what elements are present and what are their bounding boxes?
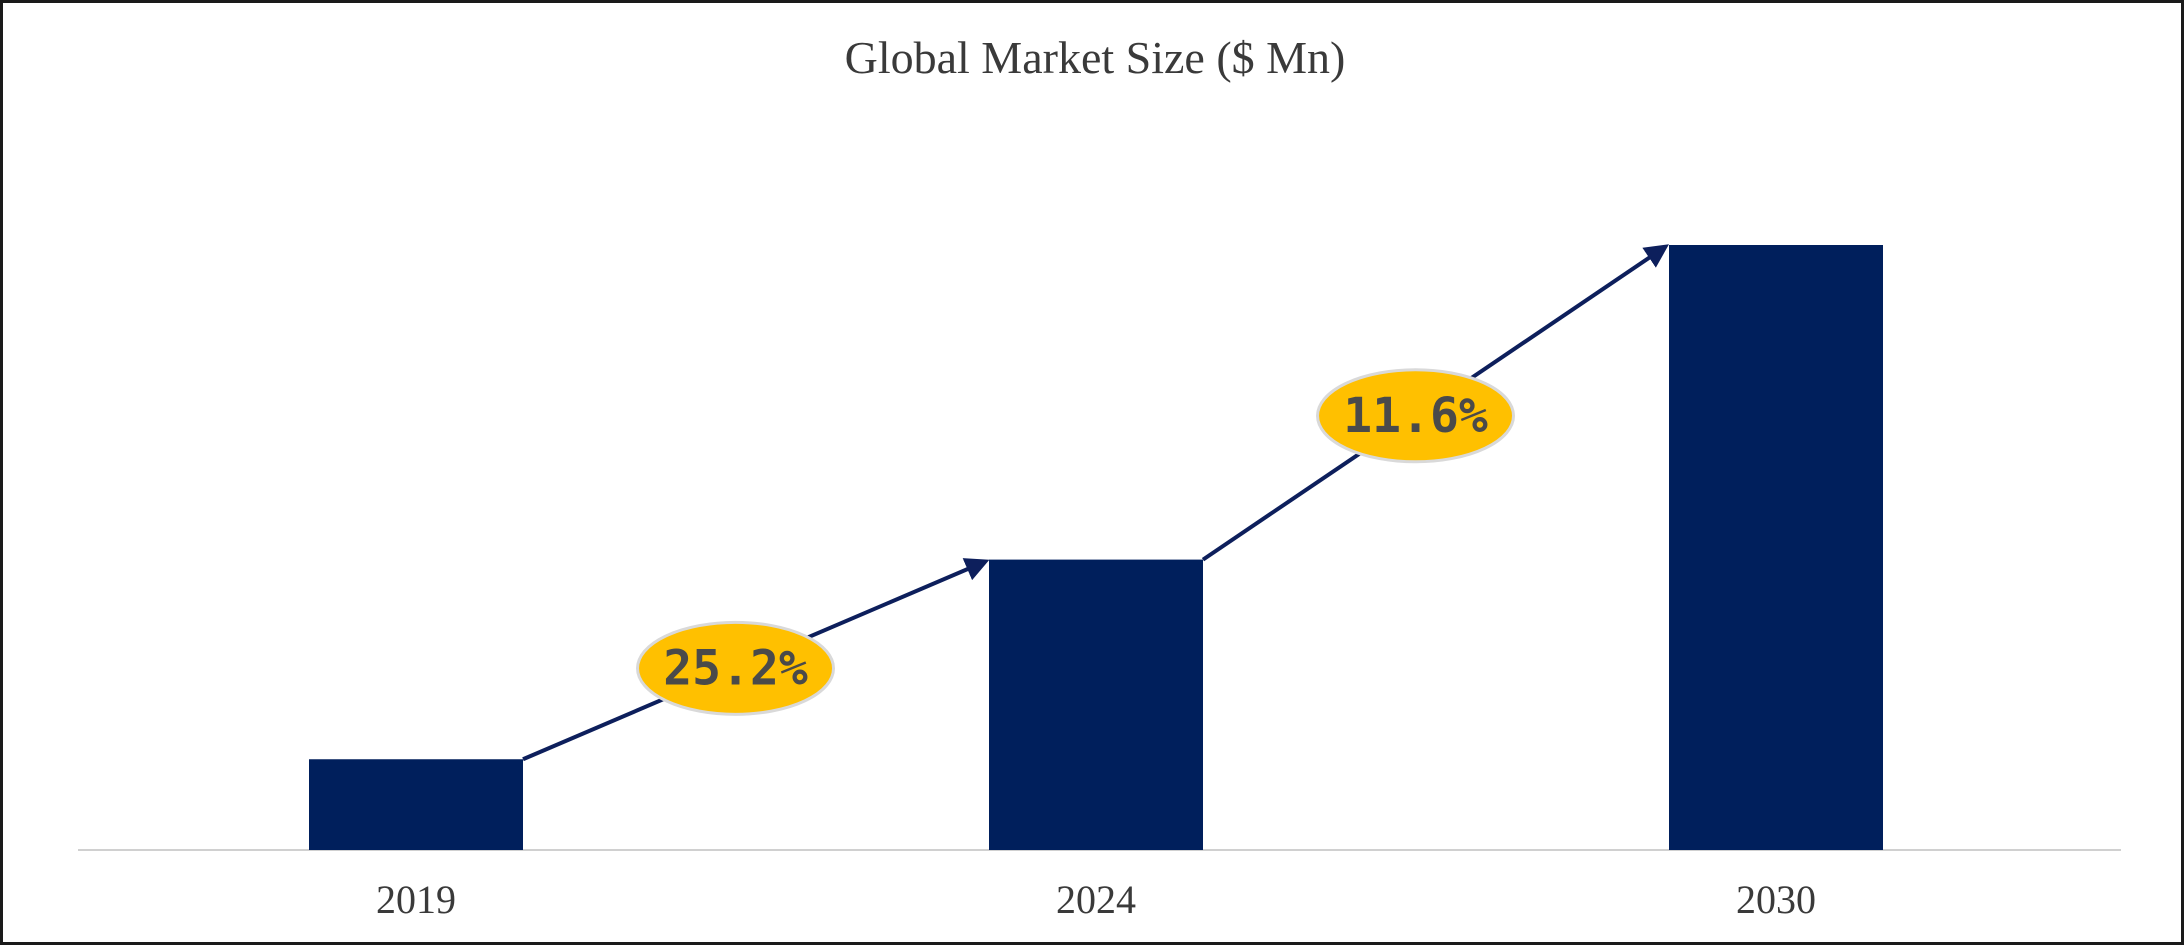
bar-2030 [1669,245,1883,850]
cagr-badge [1316,368,1516,464]
cagr-label: 11.6% [1343,388,1488,444]
cagr-label: 25.2% [663,640,808,696]
cagr-badge [636,620,836,716]
x-tick-label: 2030 [1736,877,1816,922]
x-tick-label: 2019 [376,877,456,922]
bar-2019 [309,759,523,850]
chart-title: Global Market Size ($ Mn) [844,32,1346,83]
bar-chart: 2019 2024 2030 25.2% 11.6% [78,244,2121,922]
x-tick-label: 2024 [1056,877,1136,922]
bar-2024 [989,559,1203,850]
